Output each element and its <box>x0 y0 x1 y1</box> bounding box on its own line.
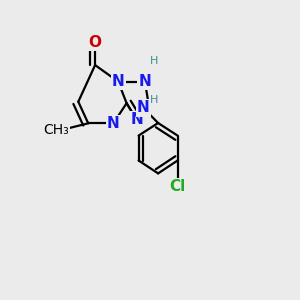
Text: H: H <box>150 56 158 67</box>
Text: O: O <box>88 35 102 50</box>
Text: N: N <box>139 74 151 89</box>
Text: N: N <box>107 116 120 131</box>
Text: Cl: Cl <box>169 179 186 194</box>
Text: N: N <box>137 100 150 116</box>
Text: N: N <box>112 74 124 89</box>
Text: N: N <box>130 112 143 128</box>
Text: H: H <box>150 94 159 105</box>
Text: CH₃: CH₃ <box>43 123 69 137</box>
